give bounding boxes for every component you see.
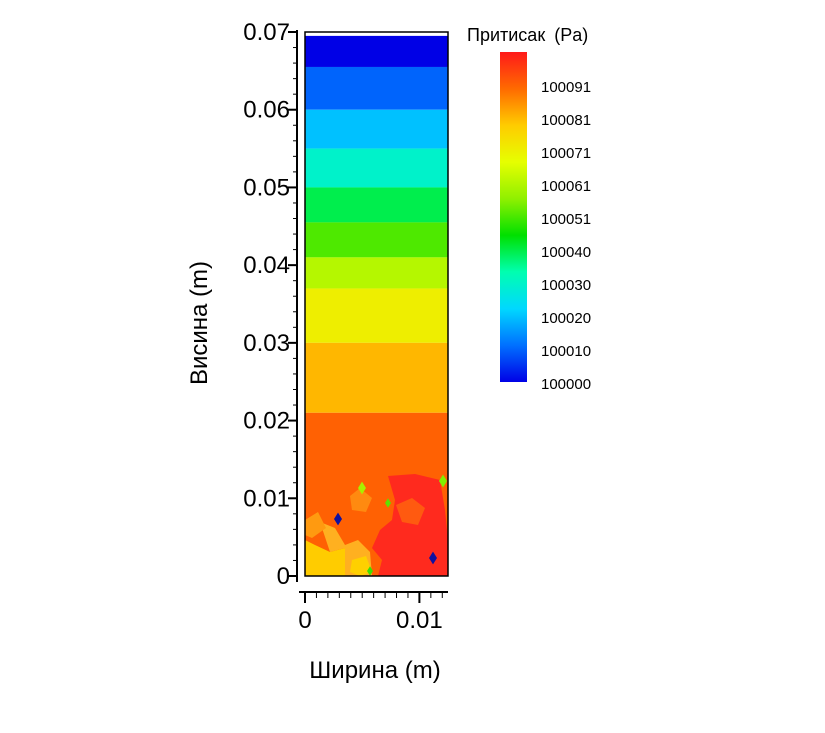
y-tick-label: 0.06 [243,97,290,124]
colorbar-gradient [500,52,527,382]
y-tick-label: 0.02 [243,408,290,435]
pressure-spot [429,551,437,565]
pressure-blob [350,556,372,576]
contour-band [305,109,448,149]
y-tick-label: 0.05 [243,174,290,201]
pressure-blob [396,498,425,525]
pressure-blob [350,488,372,512]
colorbar-tick-label: 100040 [541,244,591,261]
colorbar-tick-label: 100020 [541,310,591,327]
contour-band [305,257,448,289]
colorbar-tick-label: 100071 [541,145,591,162]
pressure-spot [367,566,373,576]
colorbar-labels: 100091 100081 100071 100061 100051 100040 1000… [541,79,591,393]
contour-band [305,222,448,258]
pressure-spot [358,481,366,495]
contour-band [305,66,448,110]
x-tick-label: 0.01 [396,607,443,634]
colorbar-tick-label: 100061 [541,178,591,195]
colorbar-tick-label: 100000 [541,376,591,393]
plot-frame [304,31,449,577]
colorbar-unit: (Pa) [554,25,588,45]
contour-band [305,35,448,67]
svg-text:Притисак (Pa): Притисак (Pa) [467,25,588,45]
x-tick-label: 0 [298,607,311,634]
pressure-blob [305,512,326,538]
x-axis-title: Ширина (m) [309,657,440,684]
y-axis: 0 0.01 0.02 0.03 0.04 0.05 0.06 0.07 [243,19,298,590]
y-tick-label: 0.04 [243,252,290,279]
y-axis-title: Висина (m) [186,261,213,385]
contour-band [305,288,448,343]
colorbar-title: Притисак [467,25,545,45]
pressure-spot [385,498,391,508]
colorbar-tick-label: 100010 [541,343,591,360]
pressure-spot [439,474,447,488]
y-tick-label: 0.03 [243,330,290,357]
pressure-blob [372,474,448,576]
contour-band [305,187,448,223]
colorbar-tick-label: 100051 [541,211,591,228]
x-axis: 0 0.01 [298,591,448,634]
colorbar-tick-label: 100030 [541,277,591,294]
contour-band [305,342,448,413]
pressure-blob [305,540,345,576]
colorbar: Притисак (Pa) 10009110008110007110006110… [467,25,591,393]
colorbar-tick-label: 100081 [541,112,591,129]
y-tick-label: 0.07 [243,19,290,46]
contour-band [305,148,448,188]
pressure-spot [334,512,342,526]
bottom-pressure-blobs [305,474,448,576]
colorbar-tick-label: 100091 [541,79,591,96]
y-tick-label: 0.01 [243,485,290,512]
y-tick-label: 0 [277,563,290,590]
